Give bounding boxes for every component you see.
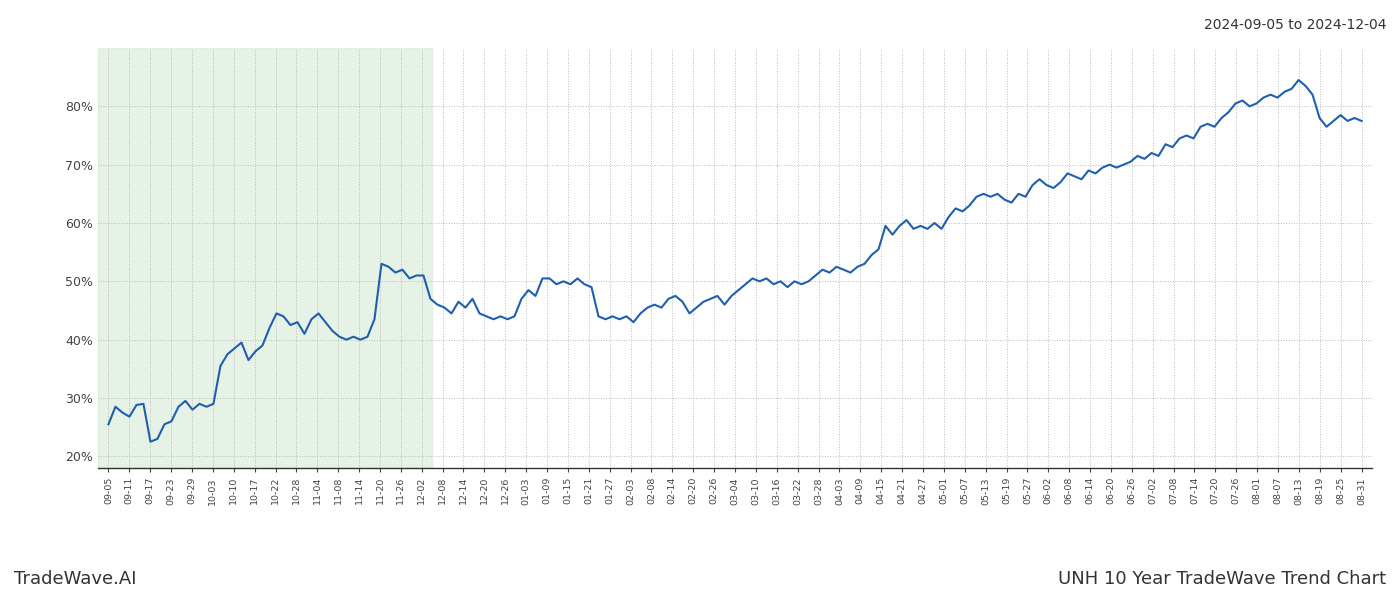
Text: 2024-09-05 to 2024-12-04: 2024-09-05 to 2024-12-04 xyxy=(1204,18,1386,32)
Bar xyxy=(98,48,433,468)
Text: UNH 10 Year TradeWave Trend Chart: UNH 10 Year TradeWave Trend Chart xyxy=(1058,570,1386,588)
Text: TradeWave.AI: TradeWave.AI xyxy=(14,570,137,588)
